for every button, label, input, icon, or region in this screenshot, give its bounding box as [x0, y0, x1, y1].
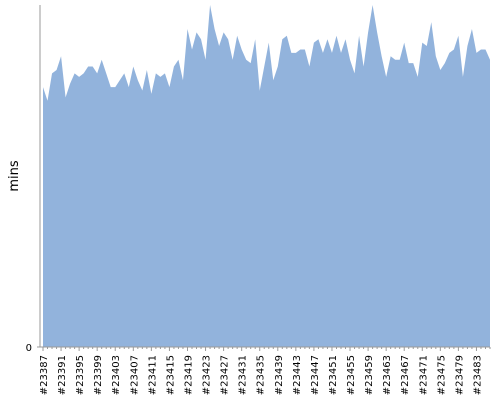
- x-tick-label: #23471: [418, 355, 429, 395]
- x-tick-label: #23463: [382, 355, 393, 395]
- x-tick-label: #23391: [57, 355, 68, 395]
- x-tick-label: #23431: [238, 355, 249, 395]
- x-tick-label: #23479: [454, 355, 465, 395]
- x-tick-label: #23407: [129, 355, 140, 395]
- x-tick-label: #23395: [75, 355, 86, 395]
- x-tick-label: #23435: [256, 355, 267, 395]
- y-axis-label: mins: [7, 160, 22, 192]
- x-tick-label: #23443: [292, 355, 303, 395]
- x-tick-label: #23403: [111, 355, 122, 395]
- x-tick-label: #23455: [346, 355, 357, 395]
- area: [43, 5, 490, 347]
- x-tick-label: #23415: [165, 355, 176, 395]
- x-tick-label: #23475: [436, 355, 447, 395]
- x-tick-label: #23423: [202, 355, 213, 395]
- x-tick-label: #23483: [472, 355, 483, 395]
- x-tick-label: #23467: [400, 355, 411, 395]
- x-tick-label: #23451: [328, 355, 339, 395]
- x-tick-label: #23387: [39, 355, 50, 395]
- x-tick-label: #23447: [310, 355, 321, 395]
- x-tick-label: #23439: [274, 355, 285, 395]
- x-tick-label: #23419: [183, 355, 194, 395]
- x-tick-label: #23411: [147, 355, 158, 395]
- y-tick-label: 0: [26, 343, 32, 354]
- x-tick-label: #23459: [364, 355, 375, 395]
- x-tick-label: #23427: [220, 355, 231, 395]
- x-tick-label: #23399: [93, 355, 104, 395]
